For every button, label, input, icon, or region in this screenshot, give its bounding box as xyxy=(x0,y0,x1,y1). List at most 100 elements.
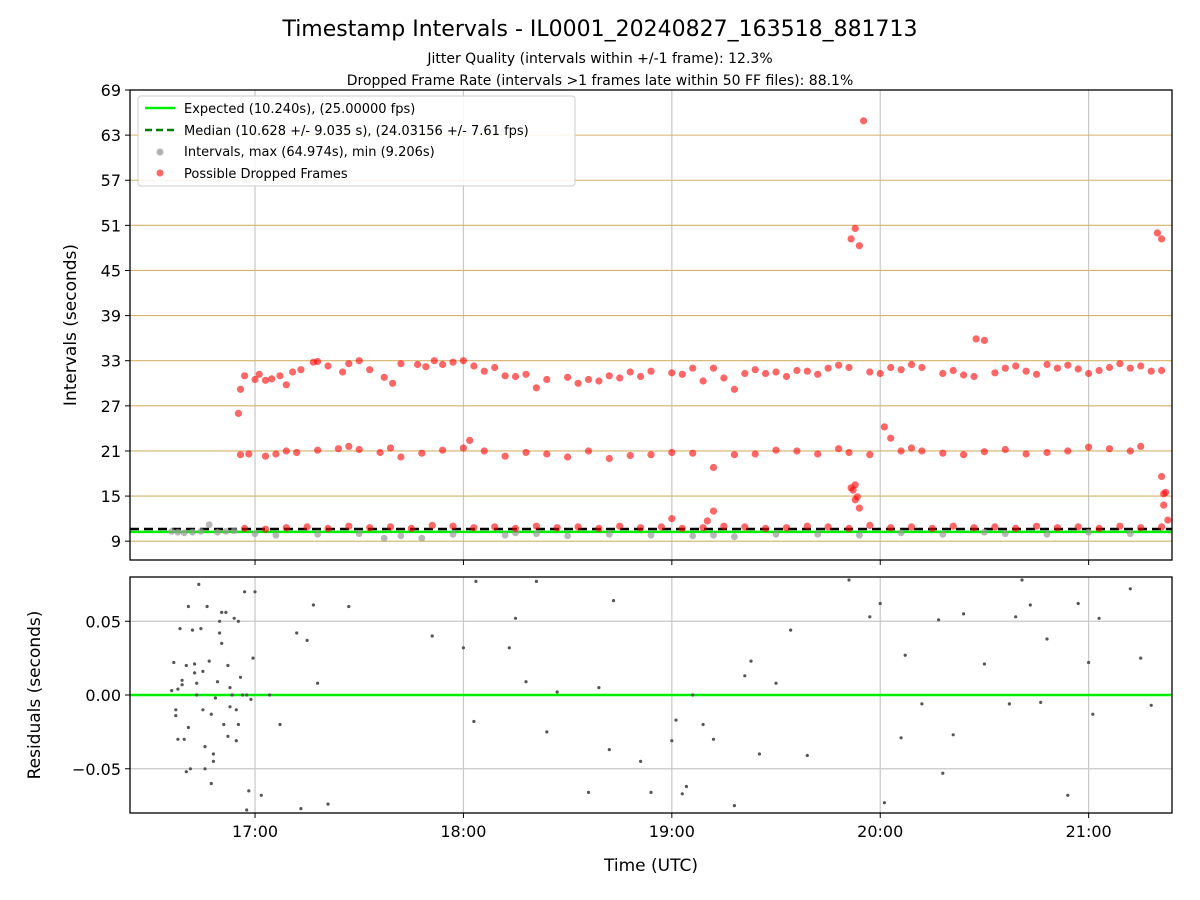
dropped-frame-point xyxy=(647,367,655,375)
intervals-y-tick-label: 69 xyxy=(101,81,121,100)
x-axis-label: Time (UTC) xyxy=(603,856,698,876)
dropped-frame-point xyxy=(397,453,405,461)
residual-point xyxy=(1028,603,1032,607)
interval-point xyxy=(564,532,571,540)
residual-point xyxy=(326,802,330,806)
dropped-frame-point xyxy=(626,451,634,460)
legend-median-label: Median (10.628 +/- 9.035 s), (24.03156 +… xyxy=(184,124,529,139)
dropped-frame-point xyxy=(449,522,457,530)
dropped-frame-point xyxy=(1164,516,1172,524)
dropped-frame-point xyxy=(824,364,832,372)
dropped-frame-point xyxy=(647,451,655,459)
residual-point xyxy=(218,631,222,635)
residuals-y-tick-label: 0.00 xyxy=(85,686,121,705)
dropped-frame-point xyxy=(853,493,861,501)
residual-point xyxy=(743,674,747,678)
dropped-frame-point xyxy=(289,368,297,376)
dropped-frame-point xyxy=(703,517,711,525)
dropped-frame-point xyxy=(751,366,759,374)
dropped-frame-point xyxy=(699,377,707,385)
residual-point xyxy=(232,616,236,620)
dropped-frame-point xyxy=(960,371,968,379)
interval-point xyxy=(501,531,509,539)
residual-point xyxy=(1020,578,1024,582)
residual-point xyxy=(1091,712,1095,716)
residual-point xyxy=(180,683,184,687)
dropped-frame-point xyxy=(605,372,613,380)
residual-point xyxy=(259,793,263,797)
residual-point xyxy=(749,659,753,663)
residual-point xyxy=(1076,601,1080,606)
residuals-panel: −0.050.000.05 17:00 18:00 19:00 20:00 21:00 … xyxy=(25,576,1173,876)
interval-point xyxy=(380,534,388,542)
residual-point xyxy=(245,808,249,812)
dropped-frame-point xyxy=(918,363,926,372)
residual-point xyxy=(757,752,762,756)
residual-point xyxy=(711,737,716,741)
dropped-frame-point xyxy=(1116,360,1124,368)
residuals-y-axis-label: Residuals (seconds) xyxy=(25,611,45,780)
residual-point xyxy=(937,618,941,622)
dropped-frame-point xyxy=(345,522,353,530)
residual-point xyxy=(213,696,217,700)
interval-point xyxy=(814,531,822,538)
residual-point xyxy=(611,599,616,603)
residual-point xyxy=(1014,615,1018,619)
x-tick-label: 17:00 xyxy=(232,822,278,841)
dropped-frame-point xyxy=(730,385,739,393)
dropped-frame-point xyxy=(366,524,374,532)
dropped-frame-point xyxy=(814,450,822,458)
residual-point xyxy=(868,615,872,619)
residual-point xyxy=(347,604,351,609)
residual-point xyxy=(545,730,549,734)
dropped-frame-point xyxy=(397,360,405,368)
residual-point xyxy=(211,752,215,756)
dropped-frame-point xyxy=(564,453,572,461)
residual-point xyxy=(305,638,309,643)
residual-point xyxy=(278,722,282,727)
dropped-frame-point xyxy=(866,368,874,376)
dropped-frame-point xyxy=(251,375,259,384)
dropped-frame-point xyxy=(939,369,947,378)
dropped-frame-point xyxy=(762,524,770,533)
dropped-frame-point xyxy=(1032,370,1041,378)
dropped-frame-point xyxy=(261,452,270,460)
residual-point xyxy=(226,734,230,738)
dropped-frame-point xyxy=(876,369,884,378)
residual-point xyxy=(180,678,184,682)
dropped-frame-point xyxy=(689,449,697,457)
dropped-frame-point xyxy=(626,368,634,376)
dropped-frame-point xyxy=(699,524,707,532)
residual-point xyxy=(211,759,215,764)
dropped-frame-point xyxy=(422,363,430,371)
residual-point xyxy=(701,722,705,727)
dropped-frame-point xyxy=(255,370,263,378)
dropped-frame-point xyxy=(887,434,895,442)
dropped-frame-point xyxy=(980,448,989,456)
dropped-frame-point xyxy=(234,409,242,417)
dropped-frame-point xyxy=(386,523,395,531)
intervals-y-tick-label: 63 xyxy=(101,126,121,145)
intervals-y-tick-label: 57 xyxy=(101,171,121,190)
dropped-frame-point xyxy=(407,524,415,533)
x-tick-label: 20:00 xyxy=(857,822,903,841)
residual-point xyxy=(186,725,190,730)
residual-point xyxy=(195,693,199,697)
interval-point xyxy=(533,530,540,538)
dropped-frame-point xyxy=(803,522,811,530)
dropped-frame-point xyxy=(584,375,593,384)
dropped-frame-point xyxy=(1074,365,1082,373)
dropped-frame-point xyxy=(428,521,436,530)
dropped-frame-point xyxy=(637,372,645,381)
residual-point xyxy=(234,708,238,712)
dropped-frame-point xyxy=(522,448,530,457)
residual-point xyxy=(253,590,257,594)
dropped-frame-point xyxy=(939,449,947,457)
dropped-frame-point xyxy=(1126,364,1134,372)
legend-expected-label: Expected (10.240s), (25.00000 fps) xyxy=(184,102,415,117)
dropped-frame-point xyxy=(1053,364,1061,372)
dropped-frame-point xyxy=(480,367,488,375)
dropped-frame-point xyxy=(355,445,363,454)
